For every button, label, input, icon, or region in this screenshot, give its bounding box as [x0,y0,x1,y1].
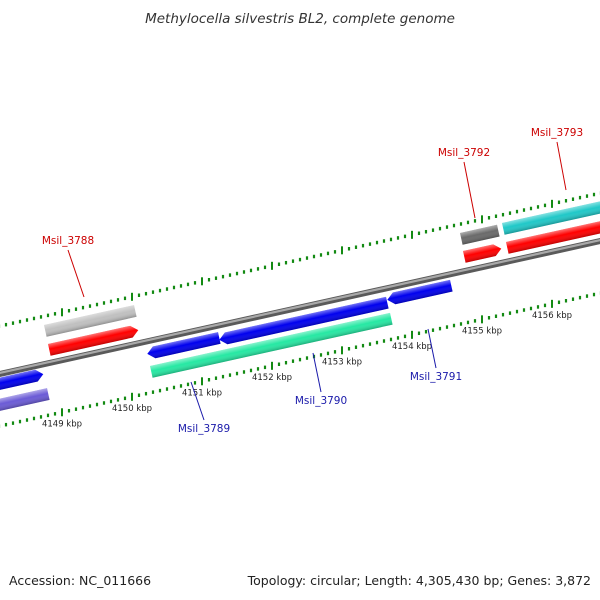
cds-bar [387,279,453,305]
feature-track [0,196,600,415]
tick-label: 4150 kbp [112,404,152,414]
gene-label: Msil_3789 [178,423,230,435]
gene-leader-line [190,381,205,421]
cds-bar [463,244,502,263]
gene-bar [150,312,393,378]
gene-label: Msil_3792 [438,147,490,159]
tick-label: 4153 kbp [322,357,362,367]
gene-leader-line [67,249,85,298]
cds-bar [147,332,221,359]
tick-label: 4155 kbp [462,326,502,336]
tick-label: 4154 kbp [392,342,432,352]
gene-bar [460,224,500,245]
cds-bar [219,296,389,345]
gene-label: Msil_3791 [410,371,462,383]
gene-labels: Msil_3788 Msil_3789 Msil_3790 Msil_3791 Msil… [42,127,583,435]
gene-bar [0,388,50,415]
map-title: Methylocella silvestris BL2, complete ge… [145,11,455,27]
gene-label: Msil_3790 [295,395,347,407]
genome-summary-text: Topology: circular; Length: 4,305,430 bp… [247,573,591,588]
gene-leader-line [427,328,437,369]
gene-bar [44,305,137,337]
genome-backbone [0,238,600,377]
gene-bar [502,196,600,235]
accession-text: Accession: NC_011666 [9,573,152,588]
gene-leader-line [463,161,476,219]
gene-leader-line [556,141,567,191]
gene-label: Msil_3788 [42,235,94,247]
tick-label: 4152 kbp [252,373,292,383]
tick-label: 4149 kbp [42,419,82,429]
gene-leader-line [312,352,322,393]
cds-bar [0,369,44,394]
gene-label: Msil_3793 [531,127,583,139]
tick-label: 4156 kbp [532,311,572,321]
cds-bar [48,325,139,356]
tick-label: 4151 kbp [182,388,222,398]
cds-bar [506,216,600,254]
ruler: 4149 kbp 4150 kbp 4151 kbp 4152 kbp 4153 kbp… [0,191,600,429]
